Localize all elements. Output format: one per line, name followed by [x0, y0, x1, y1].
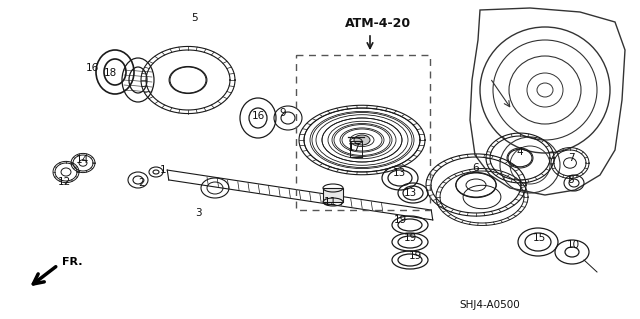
Text: 8: 8 [568, 175, 574, 185]
Text: 3: 3 [195, 208, 202, 218]
Text: FR.: FR. [62, 257, 83, 267]
Text: 11: 11 [323, 197, 337, 207]
Text: 19: 19 [394, 215, 406, 225]
Text: 19: 19 [403, 233, 417, 243]
Text: 10: 10 [566, 240, 580, 250]
Text: 1: 1 [160, 165, 166, 175]
Text: 14: 14 [76, 155, 88, 165]
Text: 2: 2 [139, 178, 145, 188]
Bar [296, 55, 430, 210]
Text: 9: 9 [280, 108, 286, 118]
Text: 7: 7 [568, 153, 574, 163]
Text: 13: 13 [392, 168, 406, 178]
Text: 16: 16 [85, 63, 99, 73]
Text: 4: 4 [516, 147, 524, 157]
Text: SHJ4-A0500: SHJ4-A0500 [460, 300, 520, 310]
Ellipse shape [354, 135, 370, 145]
Text: 17: 17 [348, 143, 360, 153]
Text: ATM-4-20: ATM-4-20 [345, 17, 411, 30]
Bar [323, 188, 343, 202]
Text: 6: 6 [473, 163, 479, 173]
Text: 19: 19 [408, 251, 422, 261]
Text: 15: 15 [532, 233, 546, 243]
Text: 5: 5 [192, 13, 198, 23]
Text: 12: 12 [58, 177, 70, 187]
Text: 18: 18 [104, 68, 116, 78]
Text: 16: 16 [252, 111, 264, 121]
Text: 13: 13 [403, 188, 417, 198]
